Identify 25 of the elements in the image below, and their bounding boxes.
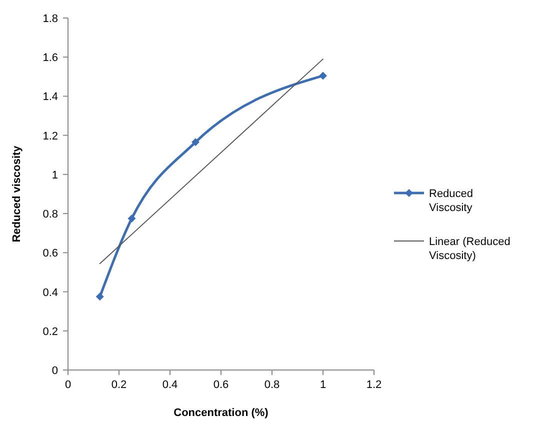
y-tick-label: 1.8 — [42, 13, 58, 25]
y-tick-label: 0.8 — [42, 208, 58, 221]
y-tick-label: 0.6 — [42, 248, 58, 260]
point — [192, 138, 200, 146]
y-tick-label: 1 — [52, 169, 58, 182]
x-tick-label: 1.2 — [366, 379, 382, 391]
legend-label: Reduced Viscosity — [429, 188, 474, 214]
point — [128, 214, 136, 222]
x-tick-label: 0.6 — [213, 379, 229, 391]
y-tick-label: 0 — [52, 365, 58, 377]
x-axis-title: Concentration (%) — [174, 407, 269, 419]
legend-label: Linear (Reduced Viscosity) — [429, 236, 510, 262]
y-tick-label: 1.6 — [42, 52, 58, 64]
y-tick-label: 0.4 — [42, 286, 58, 299]
y-tick-label: 0.2 — [42, 326, 58, 338]
point — [96, 292, 104, 301]
x-tick-label: 0.4 — [162, 379, 178, 391]
y-axis-title: Reduced viscosity — [11, 144, 23, 242]
x-tick-label: 0 — [64, 379, 72, 391]
point — [319, 72, 327, 80]
x-tick-label: 0.2 — [111, 379, 127, 391]
y-tick-label: 1.4 — [42, 91, 58, 104]
x-tick-label: 0.8 — [264, 379, 280, 391]
y-tick-label: 1.2 — [42, 130, 58, 142]
x-tick-label: 1 — [320, 379, 326, 391]
